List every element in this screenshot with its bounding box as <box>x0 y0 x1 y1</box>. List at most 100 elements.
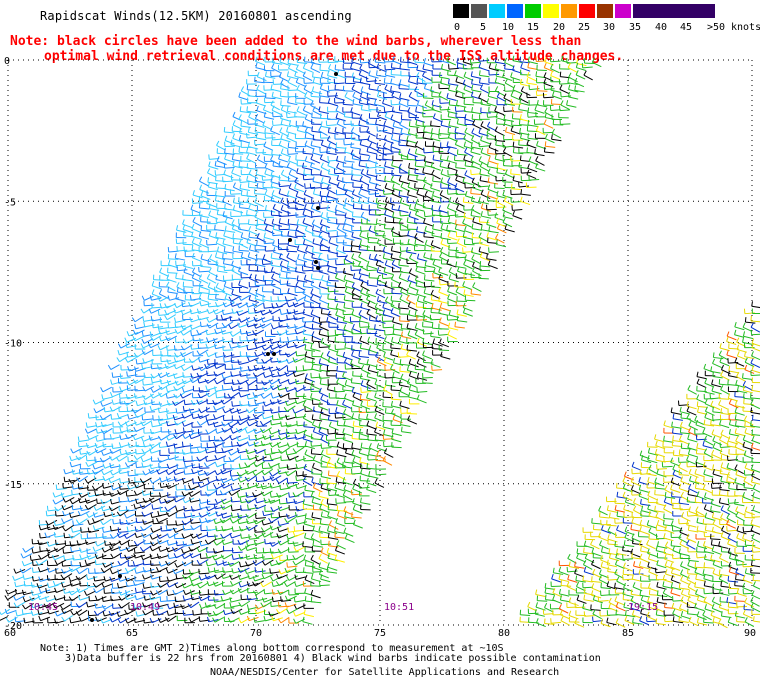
wind-barb-flag <box>583 70 587 76</box>
wind-barb <box>408 306 418 311</box>
wind-barb <box>359 340 370 345</box>
wind-barb-flag <box>276 442 280 448</box>
wind-barb-flag <box>351 282 355 288</box>
wind-barb <box>286 405 296 412</box>
wind-barb-flag <box>503 196 507 202</box>
wind-barb-flag <box>456 238 460 244</box>
wind-barb <box>465 195 476 200</box>
wind-barb <box>233 186 243 192</box>
wind-barb <box>486 223 497 228</box>
wind-barb-flag <box>478 128 481 134</box>
wind-barb <box>289 124 300 129</box>
wind-barb <box>441 68 452 72</box>
wind-barb <box>192 377 202 384</box>
wind-barb <box>422 382 433 384</box>
wind-barb-flag <box>432 141 435 147</box>
wind-barb <box>182 392 192 399</box>
wind-barb <box>334 131 345 135</box>
wind-barb-flag <box>149 331 153 337</box>
wind-barb-flag <box>240 121 243 127</box>
wind-barb-flag <box>672 413 675 419</box>
wind-barb <box>295 208 306 211</box>
wind-barb <box>550 60 561 63</box>
wind-barb <box>726 354 737 359</box>
wind-barb-flag <box>456 309 459 315</box>
wind-barb-flag <box>248 169 252 175</box>
wind-barb-flag <box>228 296 232 302</box>
wind-barb-flag <box>374 183 378 189</box>
wind-barb-flag <box>264 204 267 211</box>
wind-barb-flag <box>310 343 313 349</box>
wind-barb-flag <box>240 86 245 92</box>
wind-barb-flag <box>374 330 378 336</box>
wind-barb-flag <box>200 253 203 260</box>
wind-barb <box>497 228 507 234</box>
wind-barb <box>129 367 139 372</box>
wind-barb-flag <box>294 177 298 183</box>
wind-barb <box>255 278 266 282</box>
wind-barb <box>279 222 290 226</box>
wind-barb-flag <box>350 359 353 365</box>
wind-barb <box>200 392 210 399</box>
wind-barb-flag <box>319 413 321 420</box>
wind-barb-flag <box>479 169 482 175</box>
wind-barb-flag <box>311 225 315 231</box>
wind-barb-flag <box>344 155 346 161</box>
wind-barb-flag <box>479 252 483 258</box>
wind-barb <box>198 379 209 384</box>
wind-barb-flag <box>246 336 249 342</box>
wind-barb-flag <box>719 343 722 349</box>
wind-barb <box>550 75 561 80</box>
wind-barb-flag <box>320 140 324 146</box>
wind-barb-flag <box>742 435 746 441</box>
wind-barb-flag <box>256 182 259 188</box>
wind-barb-flag <box>414 209 418 215</box>
wind-barb-flag <box>719 435 723 441</box>
wind-barb <box>415 279 425 285</box>
wind-barb <box>494 216 505 222</box>
wind-barb <box>510 173 521 176</box>
wind-barb-flag <box>375 308 378 314</box>
wind-barb <box>382 102 393 108</box>
wind-barb-flag <box>448 120 451 126</box>
wind-barb <box>151 407 162 412</box>
wind-barb-flag <box>736 351 740 357</box>
wind-barb <box>720 433 731 440</box>
wind-barb-flag <box>252 302 256 308</box>
wind-barb-flag <box>686 401 689 407</box>
wind-barb-flag <box>560 100 564 106</box>
wind-barb-flag <box>328 421 332 427</box>
wind-barb <box>393 125 403 130</box>
wind-barb-flag <box>711 379 714 385</box>
wind-barb <box>263 379 273 386</box>
wind-barb <box>400 214 411 217</box>
wind-barb <box>481 215 492 219</box>
wind-barb-flag <box>359 231 362 237</box>
wind-barb <box>159 271 169 277</box>
wind-barb-flag <box>359 373 362 379</box>
wind-barb <box>679 411 690 415</box>
wind-barb <box>328 361 339 365</box>
wind-barb <box>430 125 441 128</box>
wind-barb <box>296 89 306 95</box>
wind-barb-flag <box>543 119 547 125</box>
wind-barb-flag <box>248 226 252 232</box>
wind-barb <box>407 61 418 66</box>
wind-barb <box>343 424 354 429</box>
wind-barb <box>567 82 578 86</box>
wind-barb <box>439 194 450 200</box>
wind-barb-flag <box>270 324 274 330</box>
wind-barb <box>265 97 276 100</box>
wind-barb-flag <box>240 232 244 238</box>
wind-barb <box>327 95 338 97</box>
wind-barb <box>353 431 364 434</box>
wind-barb-flag <box>119 427 122 433</box>
wind-barb-flag <box>278 272 281 278</box>
wind-barb-flag <box>734 329 737 335</box>
wind-barb-flag <box>319 365 322 371</box>
wind-barb <box>391 438 402 443</box>
wind-barb-flag <box>262 434 266 440</box>
wind-barb <box>729 403 739 409</box>
wind-barb-flag <box>406 140 408 146</box>
wind-barb-flag <box>246 153 250 159</box>
